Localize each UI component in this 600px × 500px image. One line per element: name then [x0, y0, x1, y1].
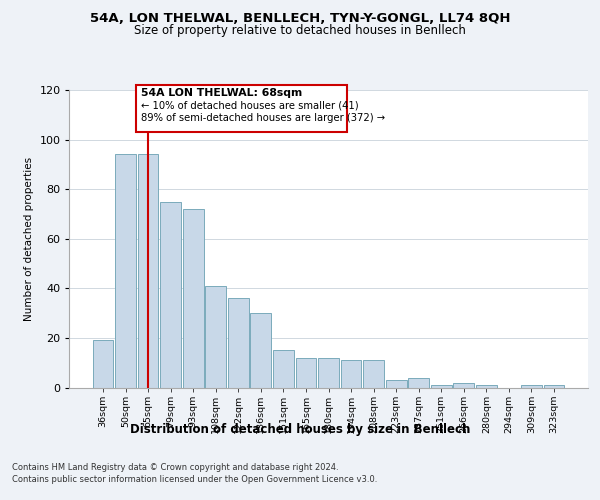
FancyBboxPatch shape — [136, 85, 347, 132]
Bar — [183, 209, 203, 388]
Text: 54A, LON THELWAL, BENLLECH, TYN-Y-GONGL, LL74 8QH: 54A, LON THELWAL, BENLLECH, TYN-Y-GONGL,… — [90, 12, 510, 26]
Bar — [386, 380, 407, 388]
Bar — [205, 286, 226, 388]
Bar — [454, 382, 474, 388]
Text: ← 10% of detached houses are smaller (41): ← 10% of detached houses are smaller (41… — [142, 100, 359, 110]
Text: Contains public sector information licensed under the Open Government Licence v3: Contains public sector information licen… — [12, 475, 377, 484]
Text: Distribution of detached houses by size in Benllech: Distribution of detached houses by size … — [130, 422, 470, 436]
Text: 89% of semi-detached houses are larger (372) →: 89% of semi-detached houses are larger (… — [142, 113, 385, 123]
Bar — [476, 385, 497, 388]
Bar — [137, 154, 158, 388]
Bar — [341, 360, 361, 388]
Bar — [318, 358, 339, 388]
Text: Size of property relative to detached houses in Benllech: Size of property relative to detached ho… — [134, 24, 466, 37]
Bar — [296, 358, 316, 388]
Bar — [544, 385, 565, 388]
Bar — [409, 378, 429, 388]
Y-axis label: Number of detached properties: Number of detached properties — [24, 156, 34, 321]
Bar — [92, 340, 113, 388]
Bar — [521, 385, 542, 388]
Bar — [115, 154, 136, 388]
Bar — [431, 385, 452, 388]
Bar — [273, 350, 294, 388]
Bar — [160, 202, 181, 388]
Bar — [228, 298, 248, 388]
Bar — [363, 360, 384, 388]
Text: Contains HM Land Registry data © Crown copyright and database right 2024.: Contains HM Land Registry data © Crown c… — [12, 462, 338, 471]
Text: 54A LON THELWAL: 68sqm: 54A LON THELWAL: 68sqm — [142, 88, 302, 98]
Bar — [250, 313, 271, 388]
